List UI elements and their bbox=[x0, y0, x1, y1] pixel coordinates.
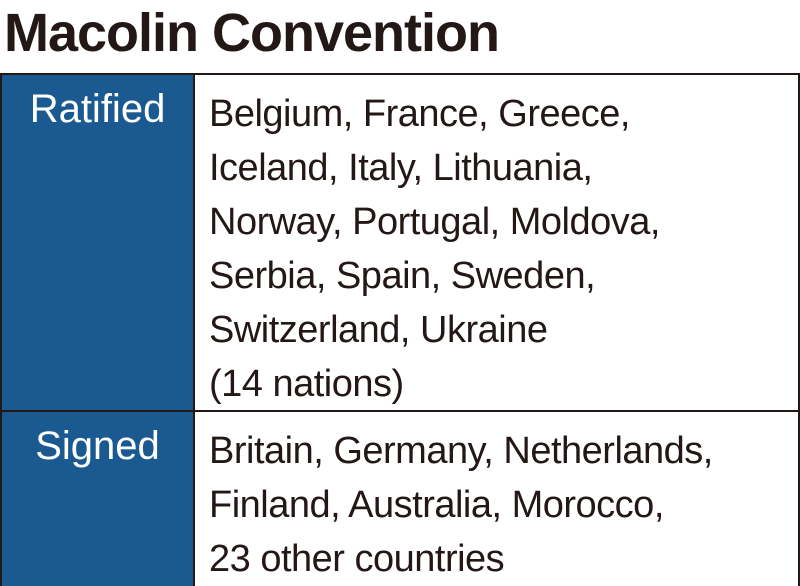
row-content: Belgium, France, Greece, Iceland, Italy, … bbox=[195, 75, 660, 410]
table-row: Signed Britain, Germany, Netherlands, Fin… bbox=[2, 412, 798, 586]
row-content: Britain, Germany, Netherlands, Finland, A… bbox=[195, 412, 713, 586]
text-line: Norway, Portugal, Moldova, bbox=[209, 201, 660, 243]
text-line: Britain, Germany, Netherlands, bbox=[209, 430, 713, 472]
row-label: Ratified bbox=[2, 75, 195, 410]
row-label: Signed bbox=[2, 412, 195, 586]
text-line: Belgium, France, Greece, bbox=[209, 93, 630, 135]
title: Macolin Convention bbox=[4, 3, 500, 63]
table-row: Ratified Belgium, France, Greece, Iceland… bbox=[2, 75, 798, 412]
text-line: Serbia, Spain, Sweden, bbox=[209, 255, 596, 297]
table: Ratified Belgium, France, Greece, Iceland… bbox=[0, 73, 800, 586]
text-line: (14 nations) bbox=[209, 363, 404, 405]
text-line: Finland, Australia, Morocco, bbox=[209, 484, 664, 526]
text-line: Switzerland, Ukraine bbox=[209, 309, 548, 351]
text-line: Iceland, Italy, Lithuania, bbox=[209, 147, 593, 189]
text-line: 23 other countries bbox=[209, 538, 505, 580]
